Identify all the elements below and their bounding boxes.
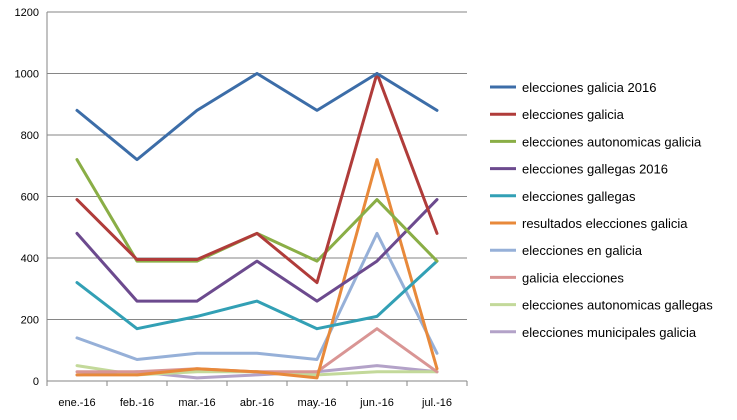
legend-label: galicia elecciones: [522, 270, 624, 285]
legend-label: elecciones galicia 2016: [522, 80, 656, 95]
legend: elecciones galicia 2016 elecciones galici…: [490, 80, 713, 340]
legend-label: elecciones gallegas 2016: [522, 162, 668, 177]
legend-label: elecciones municipales galicia: [522, 325, 697, 340]
legend-label: elecciones gallegas: [522, 189, 636, 204]
series-line-6: [75, 158, 439, 380]
y-tick-label: 200: [21, 315, 39, 327]
x-tick-label: abr.-16: [240, 397, 274, 409]
x-tick-label: may.-16: [298, 397, 337, 409]
x-tick-label: jun.-16: [359, 397, 394, 409]
x-tick-label: feb.-16: [120, 397, 154, 409]
gridlines: [47, 11, 467, 320]
y-tick-label: 1000: [15, 69, 39, 81]
y-tick-label: 600: [21, 192, 39, 204]
axes: 0 200 400 600 800 1000 1200 ene.-16 feb.-16 mar.-…: [15, 7, 468, 409]
series-line-1: [75, 72, 439, 162]
x-tick-label: jul.-16: [421, 397, 452, 409]
x-tick-label: mar.-16: [178, 397, 215, 409]
x-tick-label: ene.-16: [58, 397, 95, 409]
legend-label: elecciones autonomicas gallegas: [522, 298, 713, 313]
y-tick-label: 1200: [15, 7, 39, 19]
series-line-7: [75, 231, 439, 361]
series-line-4: [75, 198, 439, 303]
y-tick-label: 0: [33, 376, 39, 388]
legend-label: elecciones autonomicas galicia: [522, 134, 702, 149]
legend-label: resultados elecciones galicia: [522, 216, 688, 231]
y-tick-label: 800: [21, 130, 39, 142]
y-tick-label: 400: [21, 253, 39, 265]
legend-label: elecciones galicia: [522, 107, 625, 122]
series-lines: [75, 72, 439, 380]
legend-label: elecciones en galicia: [522, 243, 643, 258]
series-line-5: [75, 259, 439, 331]
